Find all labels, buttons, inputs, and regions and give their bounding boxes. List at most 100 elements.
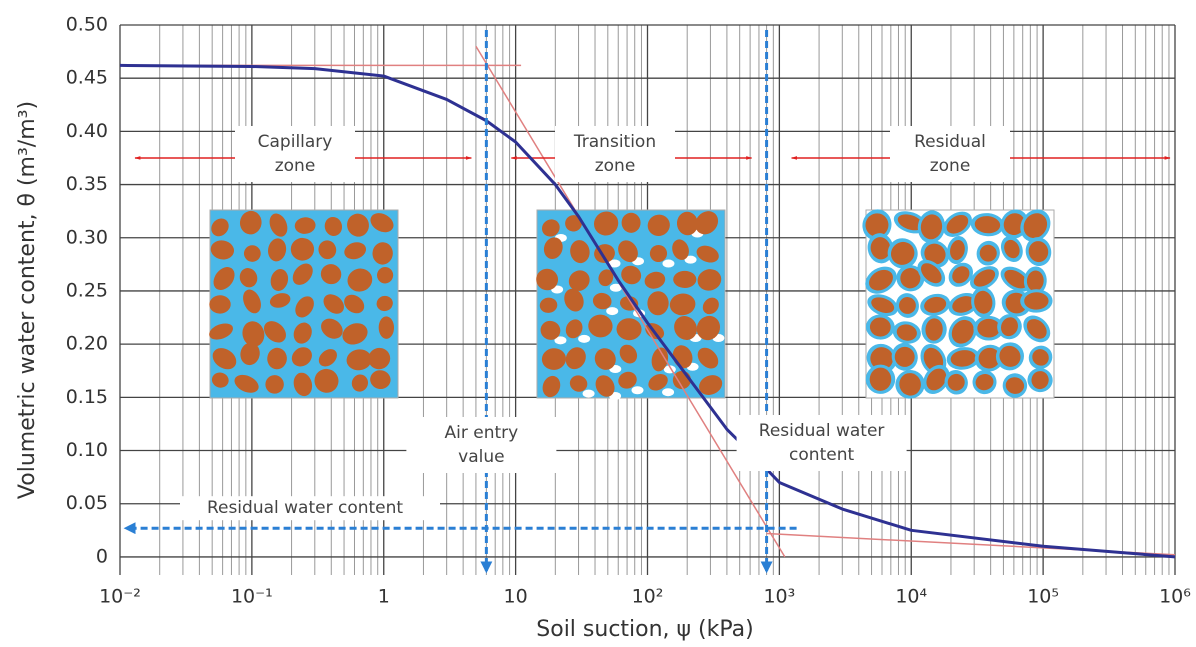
- soil-grain: [234, 374, 259, 393]
- soil-grain: [647, 214, 670, 237]
- annotation-text: zone: [595, 156, 636, 176]
- soil-grain: [568, 270, 590, 291]
- soil-grain: [696, 245, 719, 263]
- soil-grain: [619, 344, 638, 364]
- soil-grain: [950, 350, 976, 367]
- soil-grain: [564, 288, 584, 312]
- y-tick-label: 0.05: [66, 492, 108, 514]
- soil-grain: [673, 270, 697, 288]
- soil-grain: [644, 271, 666, 289]
- soil-grain: [1004, 269, 1028, 289]
- air-pore: [684, 255, 697, 264]
- soil-grain: [697, 347, 719, 369]
- soil-grain: [565, 347, 586, 370]
- soil-grain: [1023, 213, 1048, 239]
- soil-grain: [647, 291, 669, 316]
- soil-grain: [211, 218, 229, 237]
- soil-images: [209, 209, 1055, 400]
- soil-grain: [1032, 349, 1049, 366]
- soil-grain: [541, 348, 566, 370]
- soil-grain: [973, 269, 996, 287]
- soil-grain: [378, 316, 395, 339]
- annotation-text: value: [458, 447, 504, 467]
- soil-grain: [323, 294, 344, 314]
- air-pore: [606, 307, 619, 316]
- soil-grain: [618, 371, 637, 389]
- soil-grain: [977, 318, 1001, 338]
- soil-grain: [1005, 377, 1025, 394]
- soil-grain: [318, 240, 337, 260]
- air-pore: [609, 283, 622, 292]
- soil-grain: [209, 295, 231, 314]
- soil-grain: [696, 315, 721, 341]
- soil-grain: [924, 243, 946, 265]
- soil-grain: [695, 211, 719, 235]
- soil-grain: [540, 320, 561, 340]
- soil-grain: [648, 374, 668, 391]
- soil-grain: [869, 269, 893, 291]
- soil-grain: [871, 297, 895, 313]
- soil-grain: [621, 212, 641, 233]
- soil-grain: [999, 345, 1021, 367]
- air-pore: [554, 336, 567, 345]
- soil-grain: [370, 370, 391, 390]
- soil-grain: [900, 268, 921, 289]
- air-pore: [662, 259, 675, 268]
- annotation-box: [555, 126, 675, 182]
- soil-grain: [344, 242, 367, 260]
- y-tick-label: 0.40: [66, 120, 108, 142]
- soil-grain: [342, 323, 368, 345]
- soil-grain: [347, 268, 373, 292]
- soil-grain: [542, 375, 561, 398]
- soil-grain: [869, 317, 891, 337]
- soil-grain: [974, 216, 1001, 234]
- soil-grain: [543, 237, 563, 259]
- soil-grain: [318, 349, 337, 367]
- soil-grain: [291, 347, 312, 367]
- soil-grain: [674, 316, 697, 340]
- y-axis-label: Volumetric water content, θ (m³/m³): [15, 101, 40, 499]
- soil-grain: [869, 367, 892, 391]
- soil-grain: [649, 244, 668, 263]
- soil-grain: [865, 213, 889, 237]
- soil-grain: [979, 244, 997, 262]
- soil-grain: [898, 297, 916, 314]
- soil-grain: [293, 322, 312, 344]
- annotation-text: Air entry: [445, 423, 519, 443]
- soil-grain: [925, 318, 943, 341]
- soil-grain: [243, 289, 261, 314]
- annotation-text: zone: [930, 156, 971, 176]
- soil-grain: [588, 314, 613, 338]
- soil-grain: [314, 368, 339, 393]
- soil-grain: [368, 347, 391, 370]
- y-tick-label: 0.30: [66, 226, 108, 248]
- soil-grain: [616, 318, 642, 341]
- x-tick-label: 10³: [763, 586, 795, 608]
- annotation-text: zone: [275, 156, 316, 176]
- soil-grain: [870, 237, 891, 260]
- soil-grain: [702, 297, 719, 315]
- soil-grain: [324, 216, 343, 236]
- soil-grain: [975, 373, 994, 391]
- soil-grain: [1024, 292, 1049, 310]
- tangent-line: [475, 45, 786, 558]
- soil-grain: [950, 240, 965, 261]
- x-tick-label: 10⁶: [1159, 586, 1191, 608]
- soil-grain: [894, 346, 915, 367]
- soil-grain: [239, 210, 262, 235]
- annotation-text: Capillary: [258, 132, 333, 152]
- soil-grain: [346, 349, 372, 371]
- annotation-text: Residual water: [759, 421, 885, 441]
- soil-grain: [351, 374, 369, 392]
- soil-grain: [209, 323, 233, 340]
- soil-grain: [920, 214, 943, 240]
- soil-grain: [242, 321, 265, 347]
- air-pore: [578, 334, 591, 343]
- soil-grain: [621, 265, 642, 285]
- x-tick-label: 10⁴: [895, 586, 927, 608]
- soil-grain: [263, 321, 286, 343]
- soil-grain: [239, 268, 258, 288]
- x-tick-label: 10²: [632, 586, 664, 608]
- soil-grain: [618, 240, 638, 263]
